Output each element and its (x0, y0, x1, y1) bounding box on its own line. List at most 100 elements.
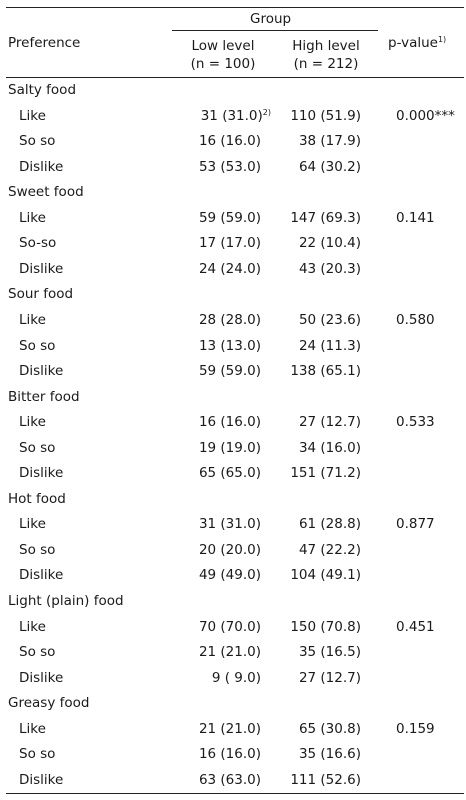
low-level-count: 65 (65.0) (198, 465, 261, 482)
high-level-label: High level (292, 38, 360, 54)
low-level-count: 13 (13.0) (198, 337, 261, 354)
low-level-value: 13 (13.0) (170, 338, 261, 354)
row-label: So-so (19, 235, 57, 252)
row-label: Dislike (19, 465, 64, 482)
low-level-count: 16 (16.0) (198, 133, 261, 150)
low-level-value: 16 (16.0) (170, 133, 261, 149)
low-level-value: 16 (16.0) (170, 746, 261, 762)
low-level-value: 19 (19.0) (170, 440, 261, 456)
high-level-value: 50 (23.6) (298, 311, 361, 328)
low-level-value: 21 (21.0) (170, 644, 261, 660)
pvalue-cell: 0.451 (396, 618, 435, 635)
high-level-value: 35 (16.5) (298, 644, 361, 661)
row-label: Like (19, 618, 46, 635)
low-level-footnote-mark: 2) (262, 107, 271, 117)
header-rule (6, 77, 464, 78)
low-level-count: 20 (20.0) (198, 541, 261, 558)
low-level-count: 59 (59.0) (198, 363, 261, 380)
group-header: Group (250, 11, 292, 27)
pvalue-label: p-value (388, 35, 438, 51)
low-level-count: 21 (21.0) (198, 720, 261, 737)
row-label: Dislike (19, 669, 64, 686)
low-level-value: 63 (63.0) (170, 772, 261, 788)
row-label: Like (19, 516, 46, 533)
low-level-value: 59 (59.0) (170, 363, 261, 379)
high-level-value: 65 (30.8) (298, 720, 361, 737)
category-label: Sour food (8, 286, 74, 303)
row-label: So so (19, 439, 56, 456)
low-level-value: 16 (16.0) (170, 414, 261, 430)
high-level-value: 24 (11.3) (298, 337, 361, 354)
high-level-value: 138 (65.1) (290, 363, 361, 380)
low-level-value: 59 (59.0) (170, 210, 261, 226)
low-level-count: 19 (19.0) (198, 439, 261, 456)
row-label: So so (19, 337, 56, 354)
low-level-value: 31 (31.0)2) (170, 108, 271, 124)
category-label: Salty food (8, 82, 77, 98)
low-level-count: 24 (24.0) (198, 260, 261, 277)
low-level-value: 31 (31.0) (170, 516, 261, 532)
pvalue-cell: 0.580 (396, 311, 435, 328)
low-level-count: 21 (21.0) (198, 644, 261, 661)
category-label: Hot food (8, 490, 66, 507)
high-level-value: 35 (16.6) (298, 746, 361, 763)
category-label: Light (plain) food (8, 593, 124, 609)
high-level-value: 64 (30.2) (298, 158, 361, 175)
high-level-value: 34 (16.0) (298, 439, 361, 456)
row-label: So so (19, 541, 56, 558)
row-label: So so (19, 746, 56, 763)
low-level-value: 20 (20.0) (170, 542, 261, 558)
pvalue-cell: 0.000*** (396, 107, 455, 124)
high-level-value: 27 (12.7) (298, 414, 361, 431)
low-level-value: 17 (17.0) (170, 235, 261, 251)
row-label: Dislike (19, 567, 64, 584)
high-level-value: 47 (22.2) (298, 541, 361, 558)
low-level-value: 70 (70.0) (170, 619, 261, 635)
low-level-value: 28 (28.0) (170, 312, 261, 328)
table-top-rule (6, 7, 464, 9)
pvalue-header: p-value1) (388, 35, 446, 51)
low-level-value: 21 (21.0) (170, 721, 261, 737)
low-level-count: 16 (16.0) (198, 746, 261, 763)
high-level-value: 104 (49.1) (290, 567, 361, 584)
low-level-count: 31 (31.0) (198, 516, 261, 533)
category-label: Greasy food (8, 695, 90, 712)
group-rule (172, 30, 378, 31)
high-level-value: 150 (70.8) (290, 618, 361, 635)
low-level-header: Low level (n = 100) (176, 37, 270, 73)
low-level-value: 9 ( 9.0) (170, 670, 261, 686)
low-level-count: 17 (17.0) (198, 235, 261, 252)
low-level-count: 9 ( 9.0) (211, 669, 261, 686)
high-level-value: 22 (10.4) (298, 235, 361, 252)
row-label: Like (19, 311, 46, 328)
high-level-value: 43 (20.3) (298, 260, 361, 277)
pvalue-cell: 0.533 (396, 414, 435, 431)
low-level-count: 63 (63.0) (198, 771, 261, 788)
high-level-value: 38 (17.9) (298, 133, 361, 150)
row-label: Dislike (19, 771, 64, 788)
low-level-count: 70 (70.0) (198, 618, 261, 635)
low-level-value: 24 (24.0) (170, 261, 261, 277)
low-level-count: 28 (28.0) (198, 311, 261, 328)
row-label: Dislike (19, 158, 64, 175)
high-level-value: 61 (28.8) (298, 516, 361, 533)
high-level-value: 147 (69.3) (290, 209, 361, 226)
pvalue-cell: 0.877 (396, 516, 435, 533)
row-label: Dislike (19, 260, 64, 277)
category-label: Bitter food (8, 388, 80, 405)
low-level-label: Low level (191, 38, 255, 54)
pvalue-cell: 0.141 (396, 209, 435, 226)
row-label: Like (19, 414, 46, 431)
row-label: Like (19, 107, 46, 124)
low-level-value: 53 (53.0) (170, 159, 261, 175)
row-label: Like (19, 720, 46, 737)
low-level-value: 49 (49.0) (170, 567, 261, 583)
low-level-count: 49 (49.0) (198, 567, 261, 584)
high-level-n: (n = 212) (293, 56, 359, 72)
high-level-value: 110 (51.9) (290, 107, 361, 124)
low-level-count: 16 (16.0) (198, 414, 261, 431)
row-label: Like (19, 209, 46, 226)
preference-header: Preference (8, 35, 81, 51)
category-label: Sweet food (8, 184, 84, 201)
